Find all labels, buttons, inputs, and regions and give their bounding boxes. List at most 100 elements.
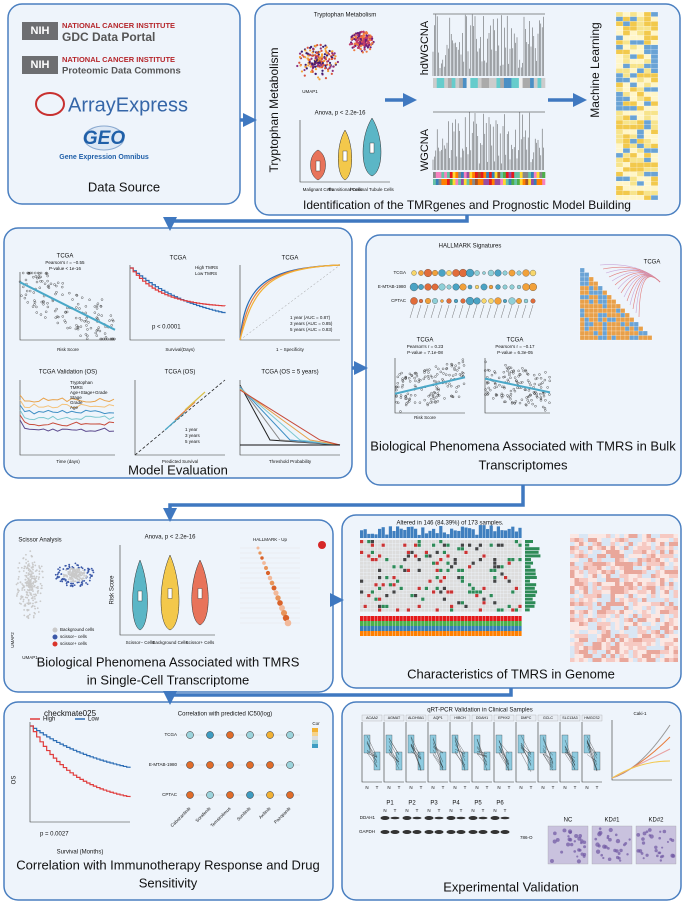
onco-cell [385,579,389,583]
heatmap-cell [574,558,579,562]
heatmap-cell [642,546,647,550]
onco-cell [486,568,490,572]
group-label: Background Cells [152,640,188,645]
cell [62,578,65,581]
onco-cell [486,597,490,601]
cell [19,581,22,584]
spectrum [428,631,432,636]
heatmap-cell [615,638,620,642]
heatmap-cell [664,594,669,598]
heatmap-cell [637,554,642,558]
onco-cell [381,608,385,612]
cell [59,580,62,583]
heatmap-cell [646,626,651,630]
heatmap-cell [650,138,659,144]
heatmap-cell [622,171,631,177]
onco-cell [464,594,468,598]
heatmap-cell [660,566,665,570]
heatmap-cell [579,602,584,606]
heatmap-cell [643,129,652,135]
onco-cell [381,601,385,605]
onco-cell [403,561,407,565]
spectrum [381,621,385,626]
umap-cell [354,35,358,39]
corr-cell [620,308,626,314]
y-label: Risk Score [110,575,116,605]
cell [88,579,91,582]
corr-cell [615,321,621,327]
dot [503,386,506,390]
onco-cell [417,590,421,594]
dot [78,317,81,320]
onco-cell [482,572,486,576]
heatmap-cell [624,534,629,538]
dot [39,271,43,275]
onco-cell [460,604,464,608]
heatmap-cell [619,550,624,554]
heatmap-cell [637,618,642,622]
color-bar [449,172,453,178]
heatmap-cell [669,606,674,610]
heatmap-cell [606,598,611,602]
onco-cell [453,590,457,594]
onco-cell [385,597,389,601]
onco-cell [489,576,493,580]
spectrum [424,626,428,631]
color-bar [452,179,456,185]
corr-cell [593,294,599,300]
heatmap-cell [646,634,651,638]
cell [60,573,63,575]
dot [53,309,57,313]
heatmap-cell [579,542,584,546]
legend-label: Tryptophan [70,380,93,385]
spectrum [396,626,400,631]
onco-top [442,532,446,538]
heatmap-cell [628,602,633,606]
onco-cell [421,604,425,608]
group-label: Malignant Cells [303,187,335,192]
panel-data-source [7,3,241,205]
gene-header [581,714,603,722]
cell-stain [566,842,571,847]
spectrum [424,621,428,626]
cell [29,580,32,583]
heatmap-cell [619,574,624,578]
cell [62,568,65,570]
corr-cell [593,285,599,291]
onco-cell [457,543,461,547]
onco-cell [435,601,439,605]
heatmap-cell [642,570,647,574]
heatmap-cell [579,642,584,646]
heatmap-cell [588,626,593,630]
heatmap-cell [619,578,624,582]
heatmap-cell [651,538,656,542]
axis [383,722,404,783]
onco-cell [464,590,468,594]
cell [81,578,83,581]
onco-cell [392,590,396,594]
cell [69,569,71,572]
color-bar [466,179,470,185]
dot [539,396,543,399]
onco-cell [385,601,389,605]
heatmap-cell [669,590,674,594]
dot [512,369,515,372]
onco-cell [464,601,468,605]
umap-cell [365,34,368,37]
gene-header [559,714,581,722]
onco-cell [370,540,374,544]
cell [28,602,31,605]
heatmap-cell [588,634,593,638]
cell [83,571,86,574]
onco-cell [374,543,378,547]
heatmap-cell [660,570,665,574]
onco-cell [410,558,414,562]
spectrum [486,616,490,621]
dot [280,609,288,617]
umap-cell [299,56,302,59]
color-bar [517,179,521,185]
cell [54,573,57,576]
heatmap-cell [664,654,669,658]
color-bar [508,172,512,178]
cell [39,567,42,570]
